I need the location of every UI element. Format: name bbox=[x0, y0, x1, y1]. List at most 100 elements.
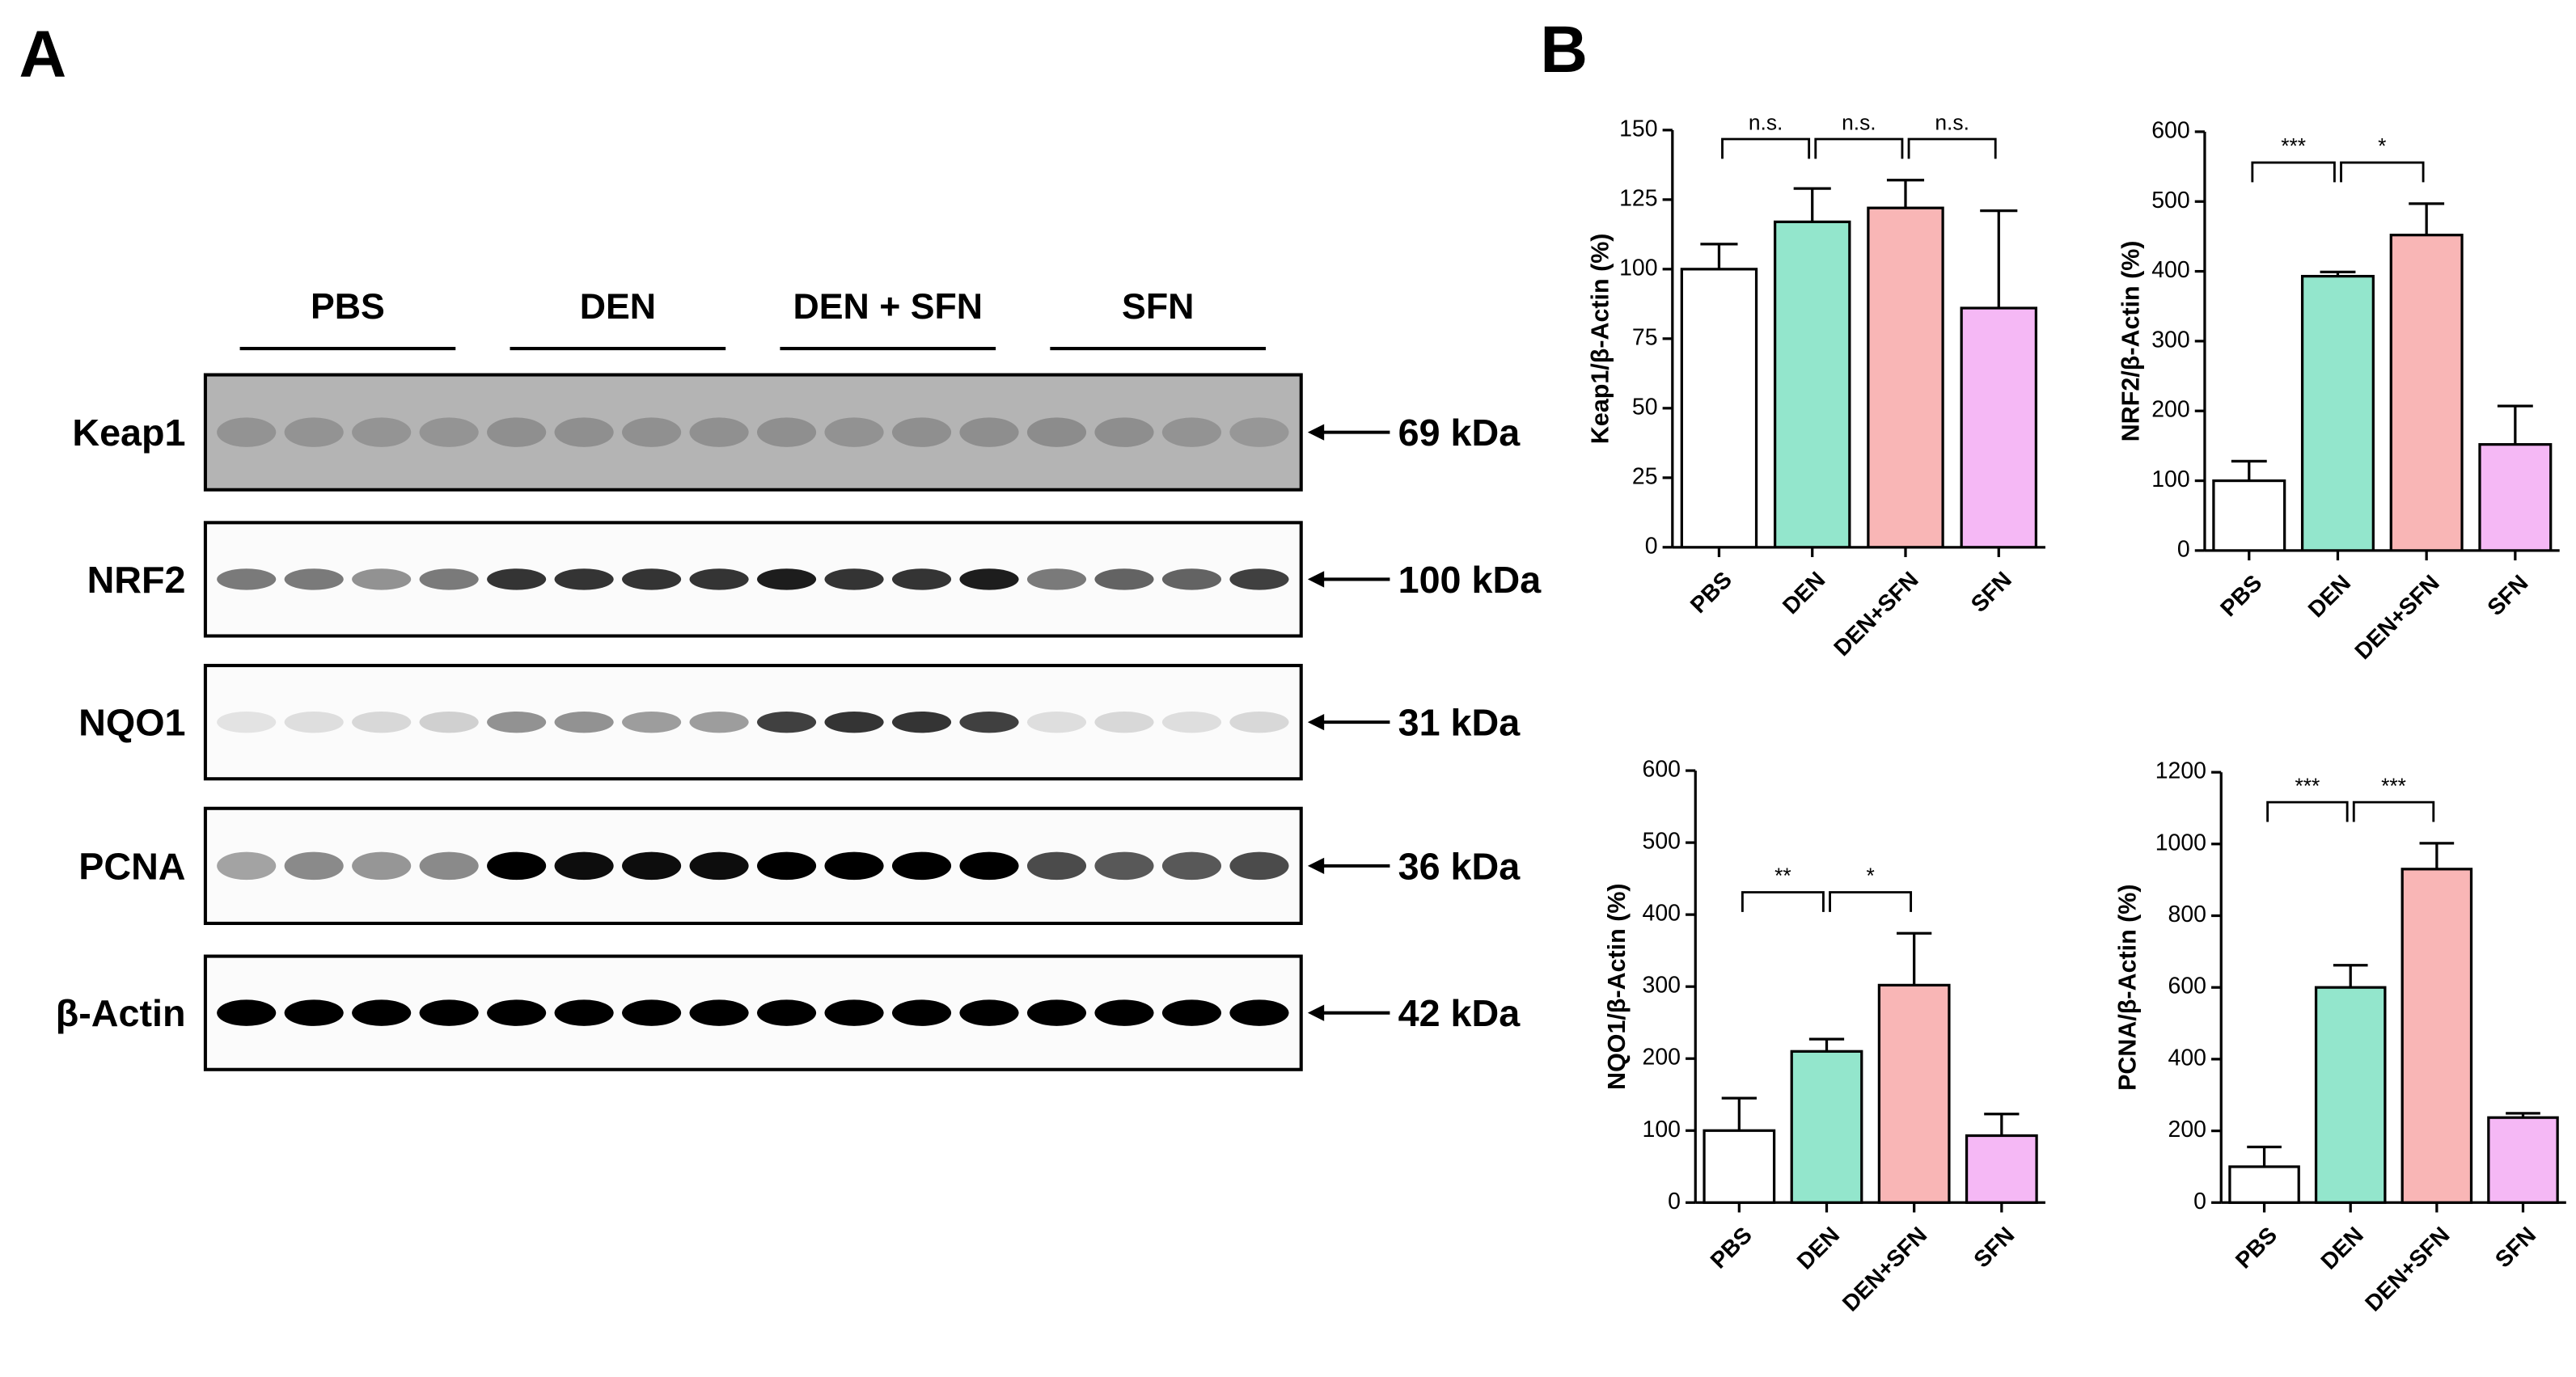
band bbox=[554, 568, 614, 590]
band bbox=[824, 568, 884, 590]
bar bbox=[1960, 306, 2038, 549]
band bbox=[1229, 417, 1289, 447]
band bbox=[824, 711, 884, 733]
bar bbox=[1703, 1129, 1776, 1204]
bar bbox=[2400, 868, 2473, 1204]
error-bar bbox=[2409, 202, 2445, 235]
band bbox=[1229, 999, 1289, 1026]
error-bar bbox=[1793, 187, 1831, 222]
band bbox=[959, 568, 1019, 590]
error-bar bbox=[1808, 1037, 1845, 1052]
bar bbox=[2314, 986, 2387, 1204]
arrow-head bbox=[1307, 1004, 1325, 1021]
y-tick-label: 600 bbox=[2168, 974, 2206, 999]
panel-label: B bbox=[1540, 13, 1588, 87]
band bbox=[419, 999, 479, 1026]
band bbox=[959, 851, 1019, 881]
error-bar bbox=[2247, 1145, 2282, 1167]
western-blot: PBS DEN DEN + SFN SFN Keap1 69 kDa NRF2 100 kDa… bbox=[56, 287, 1542, 1071]
y-tick-label: 500 bbox=[1643, 829, 1681, 855]
row-label: Keap1 bbox=[72, 412, 185, 454]
error-bar bbox=[2333, 964, 2368, 988]
size-label: 36 kDa bbox=[1398, 845, 1521, 887]
row-label: β-Actin bbox=[56, 992, 186, 1034]
band bbox=[1026, 568, 1087, 590]
y-tick-label: 400 bbox=[1643, 901, 1681, 927]
y-tick-label: 0 bbox=[1668, 1189, 1681, 1214]
band bbox=[487, 417, 547, 447]
band bbox=[824, 999, 884, 1026]
blot-box bbox=[203, 373, 1303, 492]
size-label: 100 kDa bbox=[1398, 559, 1542, 601]
y-tick-label: 200 bbox=[1643, 1045, 1681, 1071]
band bbox=[419, 711, 479, 733]
size-label: 31 kDa bbox=[1398, 702, 1521, 744]
band bbox=[352, 568, 412, 590]
significance-label: * bbox=[2378, 134, 2386, 158]
significance-bracket bbox=[2251, 161, 2336, 183]
y-tick-label: 400 bbox=[2168, 1045, 2206, 1071]
band bbox=[1094, 417, 1154, 447]
band bbox=[217, 999, 277, 1026]
bar bbox=[1790, 1050, 1863, 1204]
band bbox=[284, 417, 344, 447]
band bbox=[1229, 711, 1289, 733]
y-axis-label: NQO1/β-Actin (%) bbox=[1603, 883, 1631, 1089]
panel-label: A bbox=[19, 18, 66, 91]
band bbox=[959, 417, 1019, 447]
band bbox=[419, 851, 479, 881]
significance-label: n.s. bbox=[1935, 111, 1969, 135]
size-label: 69 kDa bbox=[1398, 412, 1521, 454]
band bbox=[352, 711, 412, 733]
band bbox=[352, 417, 412, 447]
significance-label: ** bbox=[1774, 864, 1791, 888]
band bbox=[1229, 568, 1289, 590]
band bbox=[419, 417, 479, 447]
band bbox=[1161, 999, 1222, 1026]
error-bar bbox=[2419, 842, 2455, 869]
band bbox=[891, 999, 952, 1026]
arrow-head bbox=[1307, 424, 1325, 441]
bar bbox=[1965, 1134, 2038, 1204]
band bbox=[419, 568, 479, 590]
significance-bracket bbox=[1907, 137, 1997, 159]
y-tick-label: 600 bbox=[1643, 757, 1681, 783]
significance-label: n.s. bbox=[1749, 111, 1783, 135]
band bbox=[757, 417, 817, 447]
band bbox=[689, 999, 749, 1026]
error-bar bbox=[2231, 459, 2267, 481]
error-bar bbox=[1721, 1096, 1757, 1131]
band bbox=[284, 999, 344, 1026]
significance-label: *** bbox=[2281, 134, 2306, 158]
band bbox=[554, 851, 614, 881]
band bbox=[217, 568, 277, 590]
band bbox=[487, 711, 547, 733]
bar bbox=[2300, 274, 2375, 552]
band bbox=[689, 417, 749, 447]
error-bar bbox=[1984, 1113, 2020, 1136]
arrow-head bbox=[1307, 713, 1325, 731]
row-label: NQO1 bbox=[78, 702, 185, 744]
y-tick-label: 300 bbox=[1643, 973, 1681, 999]
group-label: DEN + SFN bbox=[793, 287, 983, 327]
group-label: PBS bbox=[311, 287, 385, 327]
error-bar bbox=[1700, 243, 1738, 269]
band bbox=[959, 711, 1019, 733]
band bbox=[554, 999, 614, 1026]
y-tick-label: 100 bbox=[1619, 255, 1657, 281]
y-axis-label: PCNA/β-Actin (%) bbox=[2114, 884, 2142, 1090]
y-tick-label: 800 bbox=[2168, 902, 2206, 927]
significance-bracket bbox=[2266, 800, 2349, 822]
significance-label: n.s. bbox=[1842, 111, 1876, 135]
band bbox=[1094, 851, 1154, 881]
band bbox=[284, 568, 344, 590]
bar bbox=[2228, 1165, 2300, 1204]
bar bbox=[2478, 443, 2553, 552]
band bbox=[824, 851, 884, 881]
band bbox=[1094, 999, 1154, 1026]
band bbox=[1026, 417, 1087, 447]
y-tick-label: 600 bbox=[2151, 117, 2189, 143]
band bbox=[1161, 417, 1222, 447]
band bbox=[757, 851, 817, 881]
